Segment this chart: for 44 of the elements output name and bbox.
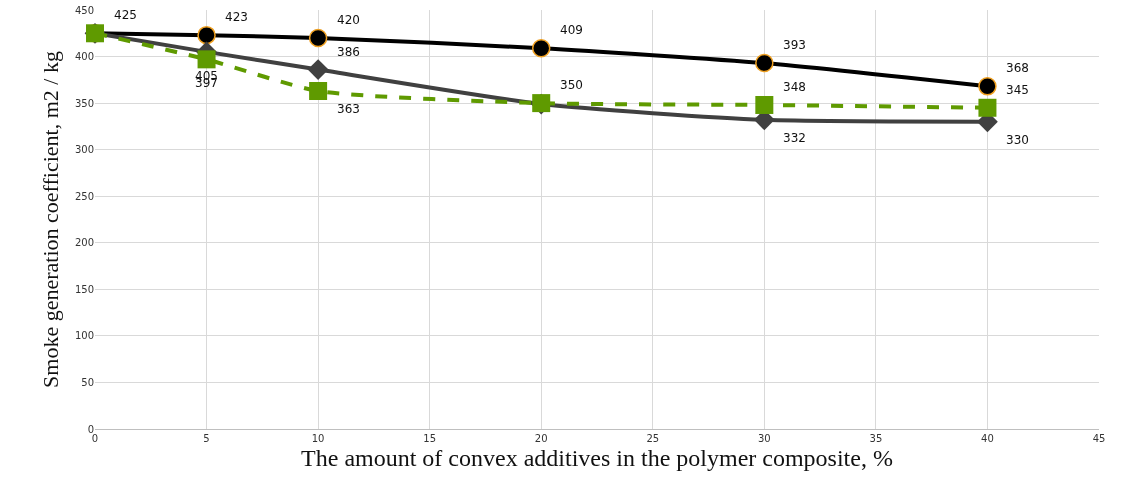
y-axis-title: Smoke generation coefficient, m2 / kg [37,51,63,388]
data-label: 363 [337,102,360,116]
point [197,25,216,45]
x-tick-label: 20 [534,433,548,444]
data-label: 386 [337,45,360,59]
y-tick-label: 250 [74,190,94,202]
data-label: 423 [225,10,248,24]
y-tick-label: 300 [74,144,94,156]
y-tick-label: 50 [81,376,94,388]
data-label: 350 [560,78,583,92]
y-tick-label: 450 [74,4,94,16]
y-tick-label: 150 [74,283,94,295]
point [978,98,997,117]
point [308,28,328,48]
y-tick-label: 200 [74,237,94,249]
data-label: 348 [783,80,806,94]
point [755,53,774,73]
x-tick-label: 30 [757,433,771,444]
data-label: 330 [1006,133,1029,147]
x-tick-label: 40 [981,433,994,444]
x-tick-label: 5 [203,433,210,444]
y-tick-label: 400 [74,51,94,63]
x-tick-label: 45 [1092,433,1106,444]
point [755,95,774,114]
data-label: 368 [1006,61,1029,75]
data-label: 393 [783,38,806,52]
x-tick-label: 25 [646,433,660,444]
point [531,38,551,58]
point [978,77,997,96]
y-tick-label: 350 [74,97,94,109]
point [309,82,328,101]
data-label: 409 [560,23,583,37]
point [307,59,329,80]
data-label: 420 [337,13,360,27]
data-label: 345 [1006,83,1029,97]
y-tick-label: 0 [87,423,94,435]
point [197,50,216,69]
data-label: 425 [114,8,137,22]
x-tick-label: 10 [311,433,325,444]
x-tick-label: 15 [423,433,437,444]
data-label: 332 [783,131,806,145]
y-tick-label: 100 [74,330,94,342]
x-tick-label: 35 [869,433,883,444]
x-axis-title: The amount of convex additives in the polymer composite, % [301,445,893,472]
